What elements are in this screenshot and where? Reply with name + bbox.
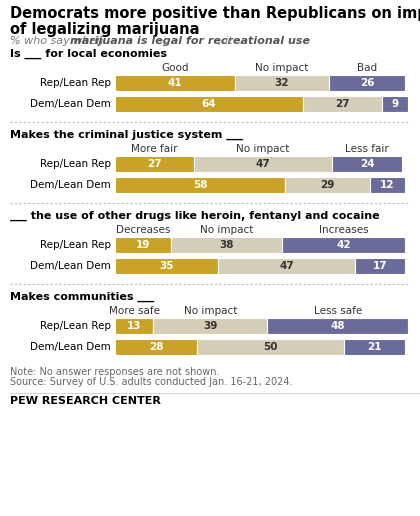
Bar	[285, 177, 370, 193]
Text: PEW RESEARCH CENTER: PEW RESEARCH CENTER	[10, 396, 161, 406]
Text: 47: 47	[256, 159, 270, 169]
Bar	[171, 237, 282, 253]
Text: Rep/Lean Rep: Rep/Lean Rep	[40, 240, 111, 250]
Text: Democrats more positive than Republicans on impact: Democrats more positive than Republicans…	[10, 6, 420, 21]
Text: 13: 13	[127, 321, 141, 331]
Text: Source: Survey of U.S. adults conducted Jan. 16-21, 2024.: Source: Survey of U.S. adults conducted …	[10, 377, 292, 387]
Text: Good: Good	[161, 63, 189, 73]
Bar	[115, 75, 235, 91]
Text: Note: No answer responses are not shown.: Note: No answer responses are not shown.	[10, 367, 220, 377]
Text: 21: 21	[367, 342, 381, 352]
Bar	[115, 318, 153, 334]
Bar	[370, 177, 405, 193]
Text: 50: 50	[263, 342, 278, 352]
Text: marijuana is legal for recreational use: marijuana is legal for recreational use	[70, 36, 310, 46]
Text: No impact: No impact	[236, 144, 290, 154]
Text: No impact: No impact	[200, 225, 253, 235]
Text: Dem/Lean Dem: Dem/Lean Dem	[30, 180, 111, 190]
Text: 64: 64	[202, 99, 216, 109]
Text: More safe: More safe	[108, 306, 160, 316]
Text: % who say when: % who say when	[10, 36, 107, 46]
Bar	[115, 156, 194, 172]
Text: 41: 41	[168, 78, 182, 88]
Text: 24: 24	[360, 159, 374, 169]
Bar	[115, 237, 171, 253]
Text: Increases: Increases	[319, 225, 368, 235]
Bar	[355, 258, 405, 274]
Text: Bad: Bad	[357, 63, 377, 73]
Text: Dem/Lean Dem: Dem/Lean Dem	[30, 261, 111, 271]
Text: Rep/Lean Rep: Rep/Lean Rep	[40, 78, 111, 88]
Text: Less fair: Less fair	[345, 144, 389, 154]
Text: Rep/Lean Rep: Rep/Lean Rep	[40, 159, 111, 169]
Text: 32: 32	[275, 78, 289, 88]
Bar	[344, 339, 405, 355]
Bar	[268, 318, 408, 334]
Bar	[302, 96, 382, 112]
Text: Less safe: Less safe	[314, 306, 362, 316]
Bar	[235, 75, 329, 91]
Text: 29: 29	[320, 180, 335, 190]
Text: Makes communities ___: Makes communities ___	[10, 292, 154, 302]
Text: 58: 58	[193, 180, 207, 190]
Text: Decreases: Decreases	[116, 225, 170, 235]
Bar	[332, 156, 402, 172]
Text: 12: 12	[380, 180, 395, 190]
Text: Is ___ for local economies: Is ___ for local economies	[10, 49, 167, 59]
Bar	[115, 177, 285, 193]
Bar	[115, 339, 197, 355]
Bar	[329, 75, 405, 91]
Text: 27: 27	[335, 99, 349, 109]
Text: 19: 19	[136, 240, 150, 250]
Text: of legalizing marijuana: of legalizing marijuana	[10, 22, 200, 37]
Bar	[197, 339, 344, 355]
Text: 26: 26	[360, 78, 374, 88]
Text: No impact: No impact	[184, 306, 237, 316]
Bar	[382, 96, 408, 112]
Text: 48: 48	[331, 321, 345, 331]
Bar	[218, 258, 355, 274]
Bar	[194, 156, 332, 172]
Text: 28: 28	[149, 342, 163, 352]
Bar	[282, 237, 405, 253]
Text: More fair: More fair	[131, 144, 178, 154]
Text: 47: 47	[279, 261, 294, 271]
Text: 9: 9	[391, 99, 399, 109]
Text: Makes the criminal justice system ___: Makes the criminal justice system ___	[10, 130, 243, 140]
Text: 27: 27	[147, 159, 162, 169]
Text: No impact: No impact	[255, 63, 309, 73]
Text: 39: 39	[203, 321, 218, 331]
Bar	[153, 318, 268, 334]
Text: 35: 35	[159, 261, 173, 271]
Text: Dem/Lean Dem: Dem/Lean Dem	[30, 342, 111, 352]
Text: , it ...: , it ...	[218, 36, 247, 46]
Text: 38: 38	[219, 240, 234, 250]
Text: 42: 42	[336, 240, 351, 250]
Bar	[115, 96, 302, 112]
Text: Rep/Lean Rep: Rep/Lean Rep	[40, 321, 111, 331]
Text: 17: 17	[373, 261, 388, 271]
Bar	[115, 258, 218, 274]
Text: ___ the use of other drugs like heroin, fentanyl and cocaine: ___ the use of other drugs like heroin, …	[10, 211, 380, 221]
Text: Dem/Lean Dem: Dem/Lean Dem	[30, 99, 111, 109]
